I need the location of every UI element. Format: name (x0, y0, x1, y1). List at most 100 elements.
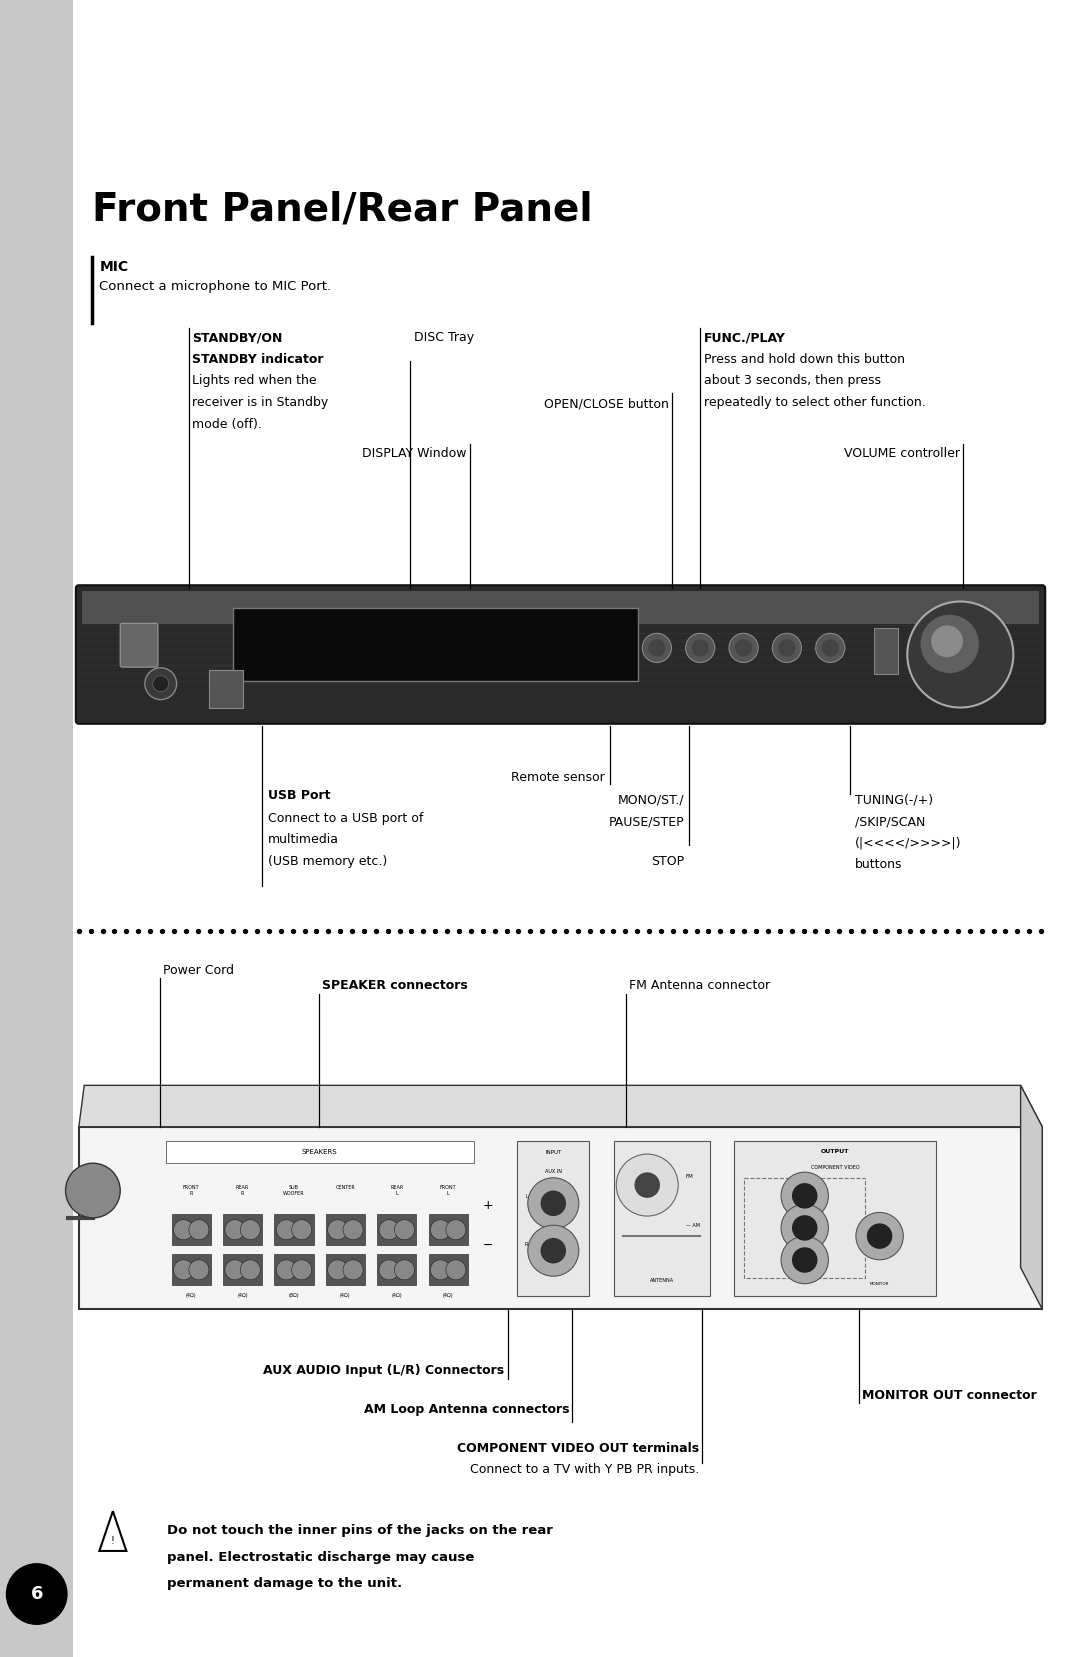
Text: repeatedly to select other function.: repeatedly to select other function. (704, 396, 926, 409)
Text: buttons: buttons (855, 858, 903, 872)
Text: (8Ω): (8Ω) (288, 1292, 299, 1297)
Text: permanent damage to the unit.: permanent damage to the unit. (167, 1577, 403, 1591)
Text: STANDBY/ON: STANDBY/ON (192, 331, 283, 345)
Circle shape (225, 1220, 245, 1239)
Circle shape (446, 1259, 465, 1279)
Text: AM Loop Antenna connectors: AM Loop Antenna connectors (364, 1403, 569, 1417)
Text: TUNING(-/+): TUNING(-/+) (855, 794, 933, 807)
Text: COMPONENT VIDEO: COMPONENT VIDEO (811, 1165, 860, 1170)
Bar (233, 608, 637, 681)
Circle shape (240, 1220, 260, 1239)
Text: Press and hold down this button: Press and hold down this button (704, 353, 905, 366)
FancyBboxPatch shape (120, 623, 158, 668)
Bar (73, 171, 1080, 1657)
Text: COMPONENT VIDEO OUT terminals: COMPONENT VIDEO OUT terminals (457, 1442, 699, 1455)
Circle shape (792, 1215, 818, 1241)
Bar (274, 1215, 313, 1244)
Text: 6: 6 (30, 1586, 43, 1602)
Text: — AM: — AM (686, 1223, 700, 1228)
Text: MIC: MIC (99, 260, 129, 273)
Text: −: − (483, 1239, 492, 1251)
Circle shape (66, 1163, 120, 1218)
Bar (224, 1215, 262, 1244)
Polygon shape (1021, 1085, 1042, 1309)
Text: AUX AUDIO Input (L/R) Connectors: AUX AUDIO Input (L/R) Connectors (264, 1364, 504, 1377)
Text: SPEAKERS: SPEAKERS (302, 1150, 337, 1155)
Text: multimedia: multimedia (268, 833, 339, 847)
Circle shape (792, 1183, 818, 1208)
Circle shape (174, 1220, 193, 1239)
Circle shape (735, 640, 752, 656)
Circle shape (174, 1259, 193, 1279)
Circle shape (394, 1220, 415, 1239)
Text: OPEN/CLOSE button: OPEN/CLOSE button (543, 398, 669, 411)
Circle shape (145, 668, 177, 699)
Text: AUX IN: AUX IN (544, 1168, 562, 1173)
Text: CENTER: CENTER (336, 1185, 355, 1190)
Text: !: ! (111, 1536, 114, 1546)
Circle shape (343, 1259, 363, 1279)
Circle shape (691, 640, 708, 656)
Bar (517, 1142, 590, 1296)
Circle shape (867, 1223, 892, 1249)
Bar (79, 1127, 1042, 1309)
Text: R: R (525, 1241, 528, 1246)
Text: FM Antenna connector: FM Antenna connector (630, 979, 770, 993)
Circle shape (292, 1259, 312, 1279)
Text: INPUT: INPUT (545, 1150, 562, 1155)
Text: Power Cord: Power Cord (163, 964, 234, 978)
Circle shape (225, 1259, 245, 1279)
Circle shape (394, 1259, 415, 1279)
Text: mode (off).: mode (off). (192, 418, 262, 431)
Circle shape (189, 1220, 208, 1239)
Circle shape (292, 1220, 312, 1239)
Text: /SKIP/SCAN: /SKIP/SCAN (855, 815, 926, 828)
Text: Connect to a USB port of: Connect to a USB port of (268, 812, 423, 825)
Circle shape (379, 1259, 400, 1279)
Circle shape (781, 1236, 828, 1284)
Text: (4Ω): (4Ω) (443, 1292, 454, 1297)
Circle shape (855, 1213, 903, 1259)
Text: (USB memory etc.): (USB memory etc.) (268, 855, 387, 868)
Circle shape (907, 601, 1013, 708)
Text: STANDBY indicator: STANDBY indicator (192, 353, 324, 366)
Circle shape (528, 1225, 579, 1276)
Text: REAR
L: REAR L (390, 1185, 403, 1196)
Text: Connect a microphone to MIC Port.: Connect a microphone to MIC Port. (99, 280, 332, 293)
Bar (377, 1215, 416, 1244)
Circle shape (327, 1220, 348, 1239)
Circle shape (931, 625, 963, 658)
Text: (4Ω): (4Ω) (186, 1292, 197, 1297)
Text: Remote sensor: Remote sensor (512, 771, 605, 784)
Text: VOLUME controller: VOLUME controller (845, 447, 960, 461)
Text: +: + (483, 1198, 494, 1211)
Circle shape (822, 640, 839, 656)
Bar (377, 1254, 416, 1286)
Bar (208, 671, 243, 708)
Text: receiver is in Standby: receiver is in Standby (192, 396, 328, 409)
Bar (429, 1215, 468, 1244)
Text: L: L (525, 1195, 528, 1200)
Bar (734, 1142, 936, 1296)
Text: SUB
WOOFER: SUB WOOFER (283, 1185, 305, 1196)
Bar (0, 0, 1080, 171)
Text: OUTPUT: OUTPUT (821, 1148, 849, 1153)
Text: DISC Tray: DISC Tray (414, 331, 474, 345)
Text: DISPLAY Window: DISPLAY Window (362, 447, 467, 461)
Circle shape (781, 1205, 828, 1251)
Circle shape (540, 1190, 566, 1216)
Bar (224, 1254, 262, 1286)
Circle shape (781, 1171, 828, 1220)
FancyBboxPatch shape (76, 585, 1045, 724)
Text: panel. Electrostatic discharge may cause: panel. Electrostatic discharge may cause (167, 1551, 475, 1564)
Circle shape (343, 1220, 363, 1239)
Circle shape (152, 676, 168, 691)
Text: Front Panel/Rear Panel: Front Panel/Rear Panel (92, 191, 593, 229)
Circle shape (634, 1171, 660, 1198)
Circle shape (792, 1248, 818, 1273)
Circle shape (276, 1259, 296, 1279)
Circle shape (815, 633, 845, 663)
Circle shape (617, 1153, 678, 1216)
Bar (874, 628, 897, 674)
Text: about 3 seconds, then press: about 3 seconds, then press (704, 374, 881, 388)
